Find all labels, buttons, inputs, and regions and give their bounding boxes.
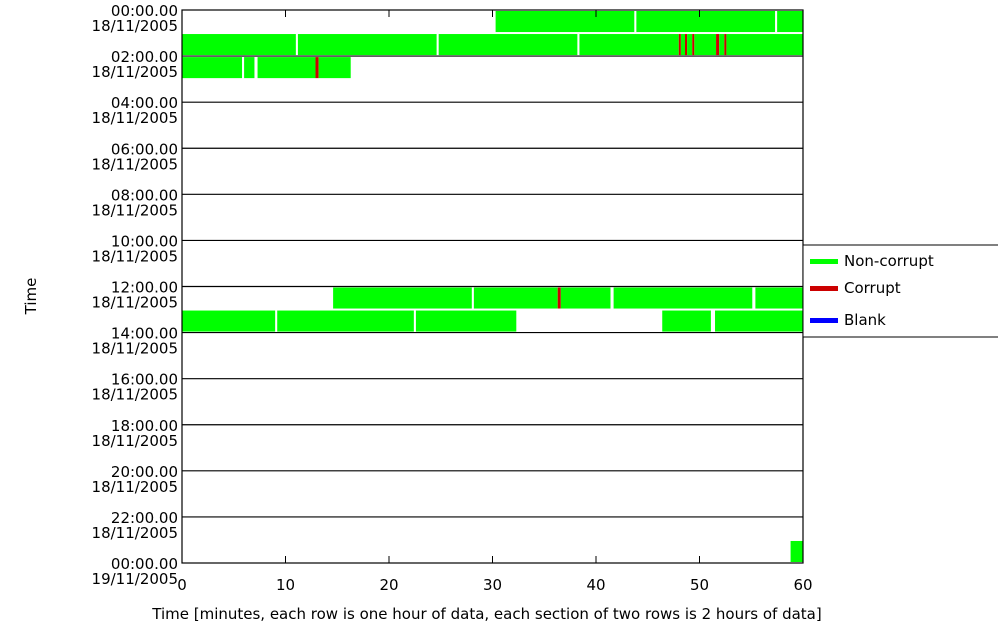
- segment-non-corrupt-18: [244, 57, 255, 79]
- segment-non-corrupt-23: [473, 287, 558, 309]
- segment-non-corrupt-8: [680, 34, 686, 56]
- y-tick-date: 18/11/2005: [92, 201, 178, 219]
- segment-corrupt-11: [692, 34, 695, 56]
- y-tick-time: 02:00.00: [111, 48, 178, 66]
- segment-non-corrupt-21: [318, 57, 351, 79]
- y-tick-time: 16:00.00: [111, 371, 178, 389]
- grid-layer: [181, 9, 804, 564]
- y-tick-date: 19/11/2005: [92, 570, 178, 588]
- legend-label-corrupt: Corrupt: [844, 279, 901, 297]
- segment-non-corrupt-31: [662, 310, 711, 332]
- segment-non-corrupt-17: [182, 57, 243, 79]
- segment-non-corrupt-2: [777, 11, 803, 33]
- segment-corrupt-13: [716, 34, 720, 56]
- segment-non-corrupt-16: [726, 34, 803, 56]
- segment-non-corrupt-4: [297, 34, 437, 56]
- segment-non-corrupt-14: [719, 34, 725, 56]
- y-tick-date: 18/11/2005: [92, 386, 178, 404]
- segment-corrupt-9: [685, 34, 688, 56]
- y-axis-label: Time: [22, 278, 40, 316]
- y-tick-date: 18/11/2005: [92, 432, 178, 450]
- segment-non-corrupt-27: [755, 287, 803, 309]
- segment-non-corrupt-1: [636, 11, 776, 33]
- y-tick-date: 18/11/2005: [92, 294, 178, 312]
- x-tick-label: 60: [793, 576, 812, 594]
- legend-swatch-non-corrupt: [810, 259, 838, 264]
- segment-non-corrupt-30: [415, 310, 517, 332]
- x-tick-label: 30: [483, 576, 502, 594]
- segments-layer: [182, 11, 803, 562]
- x-tick-label: 20: [379, 576, 398, 594]
- x-tick-label: 40: [586, 576, 605, 594]
- y-tick-labels: 00:00.0018/11/200502:00.0018/11/200504:0…: [92, 2, 178, 588]
- segment-non-corrupt-22: [333, 287, 472, 309]
- y-tick-date: 18/11/2005: [92, 155, 178, 173]
- y-tick-time: 20:00.00: [111, 463, 178, 481]
- segment-non-corrupt-0: [495, 11, 635, 33]
- segment-non-corrupt-33: [790, 540, 803, 562]
- y-tick-date: 18/11/2005: [92, 109, 178, 127]
- y-tick-time: 12:00.00: [111, 279, 178, 297]
- legend-label-blank: Blank: [844, 311, 886, 329]
- y-tick-date: 18/11/2005: [92, 524, 178, 542]
- segment-non-corrupt-19: [257, 57, 316, 79]
- y-tick-time: 04:00.00: [111, 94, 178, 112]
- y-tick-date: 18/11/2005: [92, 247, 178, 265]
- y-tick-time: 06:00.00: [111, 140, 178, 158]
- segment-corrupt-7: [678, 34, 681, 56]
- segment-non-corrupt-28: [182, 310, 276, 332]
- segment-corrupt-15: [724, 34, 727, 56]
- x-tick-label: 50: [690, 576, 709, 594]
- y-tick-date: 18/11/2005: [92, 478, 178, 496]
- legend: Non-corrupt Corrupt Blank: [802, 244, 998, 338]
- segment-non-corrupt-3: [182, 34, 296, 56]
- y-tick-time: 00:00.00: [111, 555, 178, 573]
- segment-non-corrupt-29: [277, 310, 414, 332]
- y-tick-time: 18:00.00: [111, 417, 178, 435]
- x-ticks: 0 10 20 30 40 50 60: [177, 10, 813, 594]
- x-axis-label: Time [minutes, each row is one hour of d…: [151, 605, 821, 623]
- segment-non-corrupt-32: [715, 310, 803, 332]
- legend-swatch-blank: [810, 318, 838, 323]
- y-tick-date: 18/11/2005: [92, 340, 178, 358]
- y-tick-date: 18/11/2005: [92, 63, 178, 81]
- segment-corrupt-24: [557, 287, 561, 309]
- segment-non-corrupt-26: [613, 287, 753, 309]
- legend-swatch-corrupt: [810, 286, 838, 291]
- legend-label-non-corrupt: Non-corrupt: [844, 252, 934, 270]
- y-tick-time: 22:00.00: [111, 509, 178, 527]
- segment-non-corrupt-5: [438, 34, 578, 56]
- y-tick-time: 08:00.00: [111, 186, 178, 204]
- x-tick-label: 10: [276, 576, 295, 594]
- segment-corrupt-20: [315, 57, 319, 79]
- y-tick-time: 10:00.00: [111, 232, 178, 250]
- segment-non-corrupt-10: [687, 34, 693, 56]
- segment-non-corrupt-25: [560, 287, 611, 309]
- y-tick-time: 14:00.00: [111, 325, 178, 343]
- segment-non-corrupt-6: [579, 34, 679, 56]
- x-tick-label: 0: [177, 576, 187, 594]
- segment-non-corrupt-12: [694, 34, 717, 56]
- y-tick-time: 00:00.00: [111, 2, 178, 20]
- y-tick-date: 18/11/2005: [92, 17, 178, 35]
